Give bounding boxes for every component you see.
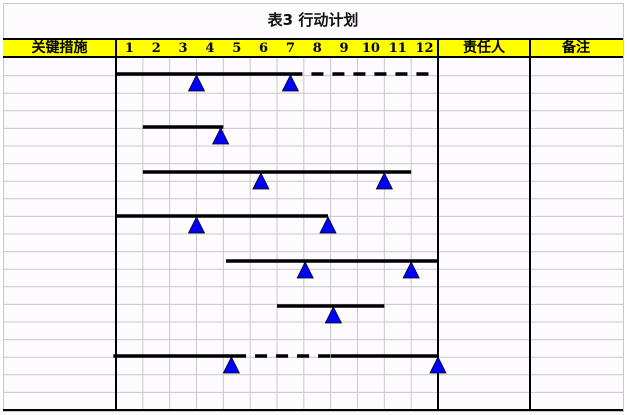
milestone-triangle-icon — [375, 172, 393, 190]
milestone-triangle-icon — [319, 216, 337, 234]
header-remarks: 备注 — [562, 40, 590, 56]
header-month-4: 4 — [205, 41, 215, 56]
header-month-6: 6 — [259, 41, 269, 56]
milestone-triangle-icon — [222, 356, 241, 374]
header-month-7: 7 — [285, 41, 295, 56]
header-month-2: 2 — [151, 41, 161, 56]
milestone-triangle-icon — [402, 261, 420, 279]
header-owner: 责任人 — [463, 40, 505, 56]
header-month-5: 5 — [232, 41, 242, 56]
header-measures: 关键措施 — [31, 40, 88, 56]
header-month-1: 1 — [124, 41, 134, 56]
milestone-triangle-icon — [187, 74, 206, 92]
header-month-3: 3 — [178, 41, 188, 56]
header-row: 关键措施 1 2 3 4 5 6 7 8 9 10 11 12 责任人 备注 — [3, 38, 623, 58]
header-month-11: 11 — [388, 41, 407, 56]
milestone-triangle-icon — [252, 172, 270, 190]
page-title: 表3 行动计划 — [267, 11, 359, 29]
milestone-triangle-icon — [281, 74, 300, 92]
header-month-10: 10 — [361, 41, 380, 56]
header-month-12: 12 — [415, 41, 434, 56]
milestone-triangle-icon — [212, 127, 230, 145]
milestone-triangle-icon — [324, 306, 342, 324]
header-month-9: 9 — [339, 41, 349, 56]
milestone-triangle-icon — [296, 261, 314, 279]
table-frame — [3, 3, 624, 412]
milestone-triangle-icon — [429, 356, 447, 374]
header-month-8: 8 — [312, 41, 322, 56]
milestone-triangle-icon — [187, 216, 206, 234]
